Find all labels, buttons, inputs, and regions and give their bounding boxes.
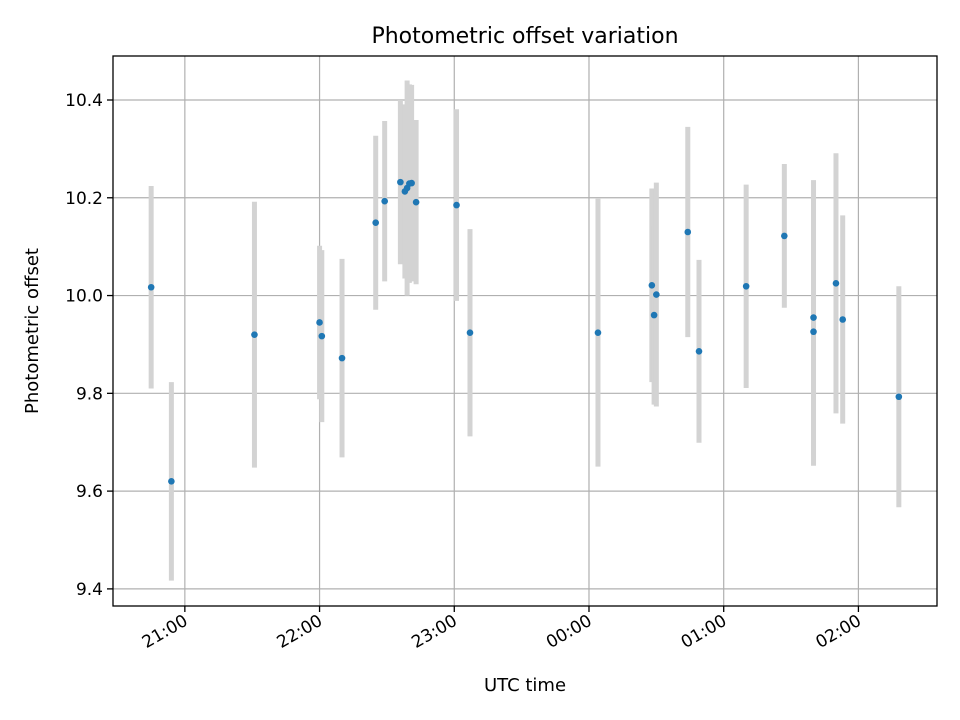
x-tick-label: 21:00 [139, 611, 191, 653]
plot-frame [112, 55, 938, 607]
data-point [594, 329, 602, 337]
data-point [408, 179, 415, 187]
data-point [147, 283, 155, 291]
data-point [316, 319, 323, 326]
x-tick-label: 22:00 [274, 611, 326, 653]
x-tick-label: 23:00 [408, 611, 460, 653]
data-point [381, 197, 388, 205]
data-point [412, 198, 420, 206]
data-point [168, 478, 175, 485]
data-point [251, 331, 258, 338]
data-point [684, 228, 692, 236]
y-tick-label: 9.4 [76, 580, 103, 600]
data-point [653, 291, 660, 298]
data-point [648, 281, 656, 289]
chart-title: Photometric offset variation [371, 24, 678, 49]
data-point [466, 329, 474, 337]
data-points [147, 178, 903, 485]
x-tick-label: 02:00 [812, 611, 864, 653]
y-tick-label: 10.0 [65, 287, 103, 307]
data-point [338, 354, 346, 362]
data-point [318, 332, 326, 340]
data-point [372, 219, 379, 227]
y-tick-label: 9.8 [76, 384, 103, 404]
y-tick-label: 10.2 [65, 189, 103, 209]
y-tick-label: 9.6 [76, 482, 103, 502]
x-tick-label: 00:00 [543, 611, 595, 653]
x-tick-label: 01:00 [678, 611, 730, 653]
data-point [832, 280, 840, 287]
data-point [781, 232, 788, 240]
data-point [839, 316, 847, 323]
error-bars [148, 80, 902, 581]
data-point [453, 201, 460, 209]
y-axis-label: Photometric offset [22, 248, 43, 414]
x-axis-label: UTC time [484, 675, 566, 696]
data-point [397, 178, 404, 186]
data-point [650, 311, 658, 319]
y-tick-label: 10.4 [65, 91, 103, 111]
data-point [810, 328, 817, 336]
data-point [895, 393, 903, 401]
data-point [742, 282, 750, 290]
data-point [695, 347, 703, 355]
data-point [810, 314, 817, 321]
